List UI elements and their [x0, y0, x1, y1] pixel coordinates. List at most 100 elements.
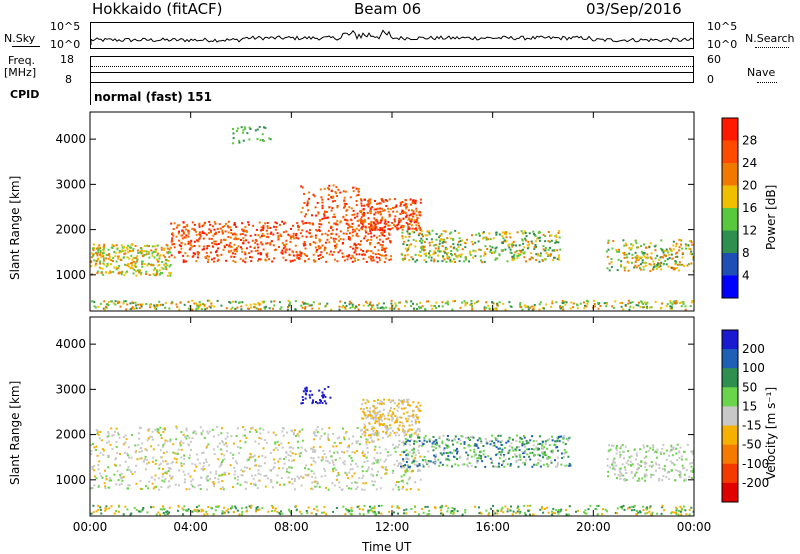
data-cell [546, 506, 548, 509]
data-cell [295, 251, 298, 254]
data-cell [413, 432, 416, 435]
data-cell [495, 446, 498, 449]
data-cell [636, 258, 639, 261]
data-cell [187, 472, 190, 475]
data-cell [366, 409, 369, 412]
data-cell [273, 509, 276, 512]
data-cell [361, 465, 364, 468]
data-cell [330, 196, 333, 199]
data-cell [403, 399, 406, 401]
data-cell [133, 506, 136, 509]
data-cell [690, 470, 692, 473]
data-cell [474, 241, 477, 244]
colorbar-tick-label: -100 [742, 457, 769, 471]
data-cell [683, 265, 685, 268]
data-cell [245, 239, 248, 242]
data-cell [120, 273, 123, 276]
data-cell [463, 442, 466, 445]
data-cell [661, 467, 664, 470]
data-cell [298, 477, 300, 480]
data-cell [98, 437, 101, 440]
data-cell [672, 248, 675, 251]
data-cell [175, 458, 178, 461]
data-cell [336, 206, 339, 209]
data-cell [272, 506, 274, 509]
data-cell [426, 300, 429, 303]
data-cell [391, 304, 394, 307]
data-cell [405, 301, 408, 304]
data-cell [424, 254, 427, 257]
data-cell [682, 300, 685, 303]
data-cell [296, 222, 299, 224]
data-cell [612, 306, 615, 309]
data-cell [621, 507, 624, 510]
data-cell [140, 252, 143, 255]
data-cell [174, 452, 177, 455]
data-cell [274, 507, 277, 510]
data-cell [184, 243, 187, 246]
data-cell [510, 243, 513, 246]
data-cell [166, 247, 169, 250]
data-cell [160, 486, 163, 488]
data-cell [492, 444, 495, 447]
data-cell [691, 300, 694, 302]
data-cell [130, 250, 133, 253]
data-cell [160, 246, 163, 249]
data-cell [183, 463, 186, 465]
data-cell [612, 458, 615, 461]
data-cell [115, 483, 118, 486]
data-cell [615, 445, 618, 447]
data-cell [520, 251, 523, 254]
nave-legend-line [757, 82, 777, 83]
data-cell [436, 260, 439, 263]
data-cell [532, 306, 535, 309]
data-cell [241, 228, 244, 231]
data-cell [398, 398, 400, 401]
data-cell [244, 253, 247, 256]
data-cell [273, 458, 276, 461]
data-cell [502, 237, 505, 240]
data-cell [498, 457, 501, 460]
data-cell [483, 260, 486, 263]
data-cell [146, 439, 149, 442]
data-cell [387, 428, 390, 431]
data-cell [240, 305, 243, 308]
data-cell [146, 511, 149, 514]
data-cell [163, 508, 166, 511]
data-cell [237, 452, 240, 455]
data-cell [328, 427, 331, 430]
data-cell [312, 460, 315, 463]
data-cell [437, 458, 440, 461]
data-cell [280, 235, 283, 238]
data-cell [643, 306, 646, 309]
data-cell [423, 439, 426, 442]
data-cell [669, 305, 672, 308]
data-cell [308, 394, 311, 397]
data-cell [303, 241, 306, 243]
data-cell [460, 253, 463, 256]
data-cell [542, 463, 545, 466]
data-cell [404, 202, 407, 205]
data-cell [446, 438, 449, 441]
data-cell [533, 453, 536, 456]
data-cell [112, 244, 115, 247]
data-cell [652, 444, 655, 447]
data-cell [188, 457, 191, 460]
data-cell [194, 463, 197, 466]
data-cell [216, 425, 219, 428]
data-cell [649, 256, 652, 259]
data-cell [404, 471, 407, 474]
data-cell [585, 512, 588, 515]
data-cell [193, 486, 196, 489]
data-cell [114, 255, 117, 258]
data-cell [377, 511, 380, 514]
data-cell [108, 440, 111, 443]
data-cell [182, 470, 185, 473]
data-cell [345, 508, 348, 510]
data-cell [190, 244, 192, 247]
data-cell [656, 512, 659, 515]
data-cell [268, 258, 271, 261]
data-cell [491, 246, 494, 249]
data-cell [221, 229, 224, 232]
data-cell [132, 257, 135, 259]
